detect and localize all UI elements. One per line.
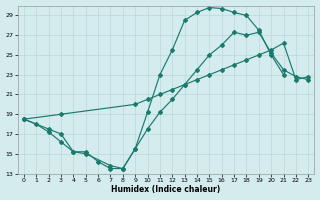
X-axis label: Humidex (Indice chaleur): Humidex (Indice chaleur) — [111, 185, 221, 194]
